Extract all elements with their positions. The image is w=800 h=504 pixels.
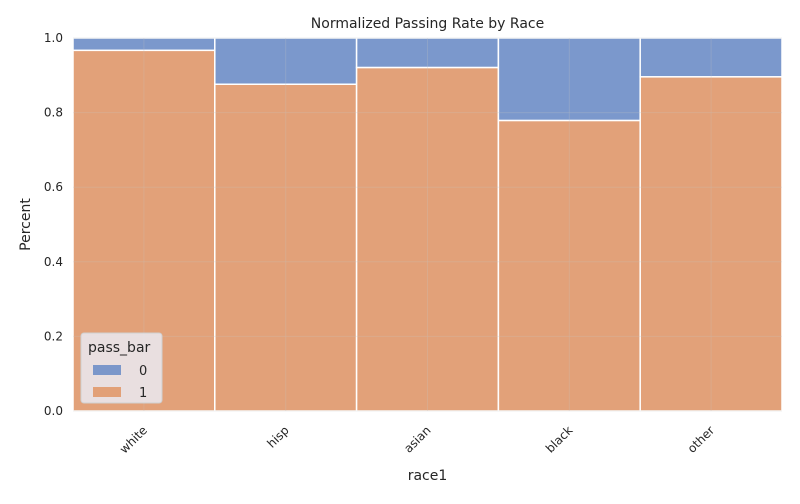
x-ticks: white hisp asian black other	[117, 423, 717, 456]
y-tick-label: 0.0	[44, 404, 63, 418]
x-tick-label: other	[685, 423, 718, 456]
x-tick-label: asian	[401, 423, 433, 455]
y-tick-label: 1.0	[44, 31, 63, 45]
legend: pass_bar 01	[80, 332, 163, 404]
y-ticks: 0.0 0.2 0.4 0.6 0.8 1.0	[44, 31, 63, 418]
bar-other-pass-1	[639, 76, 783, 412]
y-tick-label: 0.6	[44, 180, 63, 194]
chart-title: Normalized Passing Rate by Race	[311, 16, 544, 32]
bars	[72, 37, 783, 412]
x-axis-label: race1	[408, 468, 448, 484]
legend-swatch	[93, 365, 121, 375]
legend-swatch	[93, 387, 121, 397]
y-tick-label: 0.8	[44, 106, 63, 120]
y-tick-label: 0.4	[44, 255, 63, 269]
legend-label: 0	[139, 364, 147, 379]
legend-box	[80, 332, 163, 404]
legend-title: pass_bar	[88, 340, 151, 356]
bar-other-pass-0	[639, 37, 783, 78]
bar-asian-pass-0	[355, 37, 500, 69]
y-axis-label: Percent	[18, 198, 34, 251]
bar-hisp-pass-1	[214, 83, 358, 412]
bar-black-pass-0	[497, 37, 641, 122]
legend-entries: 01	[93, 364, 147, 401]
y-tick-label: 0.2	[44, 329, 63, 343]
bar-asian-pass-1	[355, 66, 500, 412]
legend-label: 1	[139, 386, 147, 401]
x-tick-label: white	[117, 423, 150, 456]
x-tick-label: hisp	[264, 423, 291, 450]
bar-black-pass-1	[497, 119, 641, 412]
x-tick-label: black	[543, 423, 575, 455]
